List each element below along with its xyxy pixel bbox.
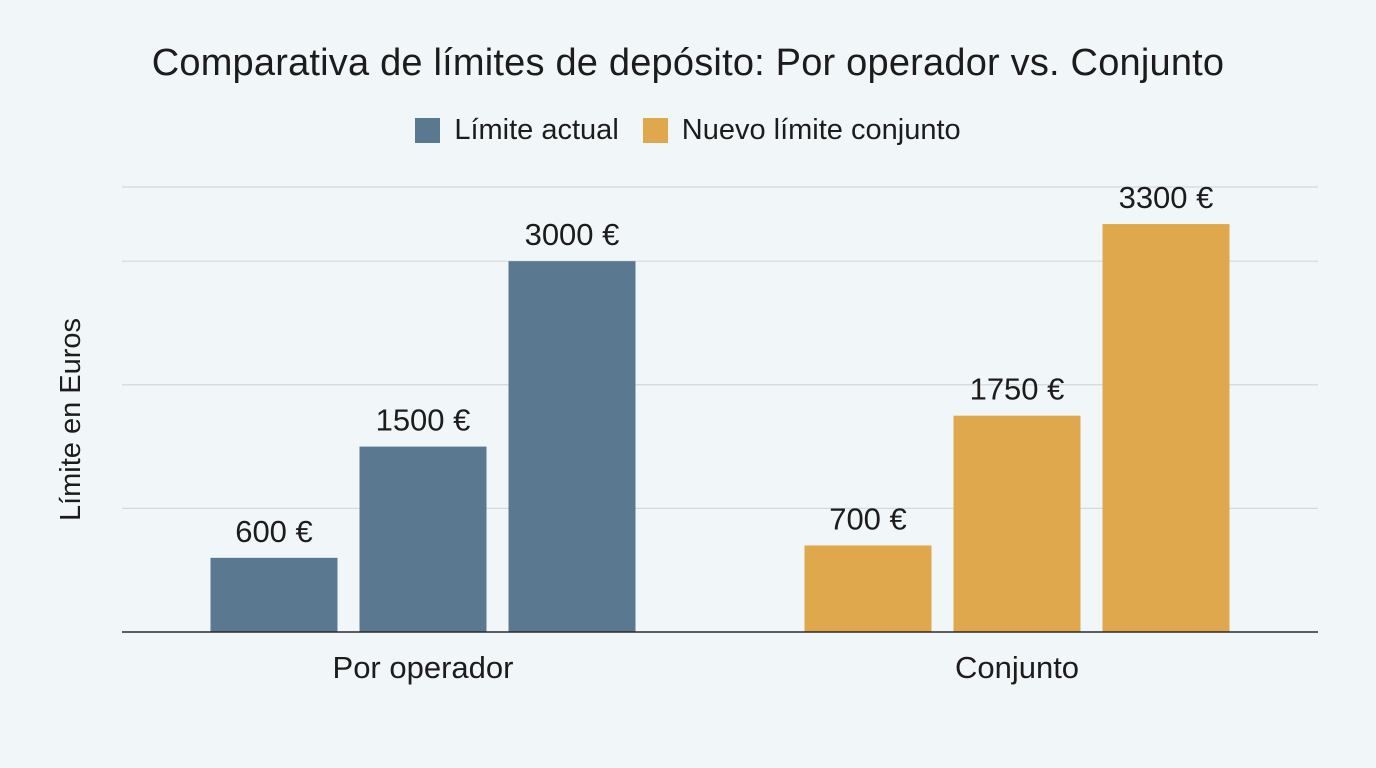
bar-1-2	[1102, 224, 1230, 633]
bar-label-1-0: 700 €	[829, 501, 907, 536]
bar-0-1	[359, 446, 487, 632]
chart-title: Comparativa de límites de depósito: Por …	[151, 42, 1225, 84]
legend-label-joint: Nuevo límite conjunto	[681, 114, 961, 146]
legend-item-joint: Nuevo límite conjunto	[642, 114, 961, 147]
x-tick-label-0: Por operador	[333, 650, 514, 685]
bar-1-0	[804, 545, 932, 632]
legend-swatch-current	[415, 118, 441, 143]
bar-label-0-0: 600 €	[235, 514, 313, 549]
legend-swatch-joint	[642, 118, 668, 143]
x-tick-label-1: Conjunto	[955, 650, 1079, 685]
y-axis-label: Límite en Euros	[55, 318, 87, 521]
bar-label-0-2: 3000 €	[525, 217, 620, 252]
bar-0-2	[508, 261, 636, 632]
legend-item-current: Límite actual	[415, 114, 619, 147]
legend-label-current: Límite actual	[454, 114, 619, 146]
bar-0-0	[210, 557, 338, 632]
chart-legend: Límite actual Nuevo límite conjunto	[0, 114, 1376, 147]
bar-label-1-1: 1750 €	[970, 372, 1065, 407]
bar-label-0-1: 1500 €	[376, 403, 471, 438]
bar-1-1	[953, 415, 1081, 632]
bar-label-1-2: 3300 €	[1119, 180, 1214, 215]
